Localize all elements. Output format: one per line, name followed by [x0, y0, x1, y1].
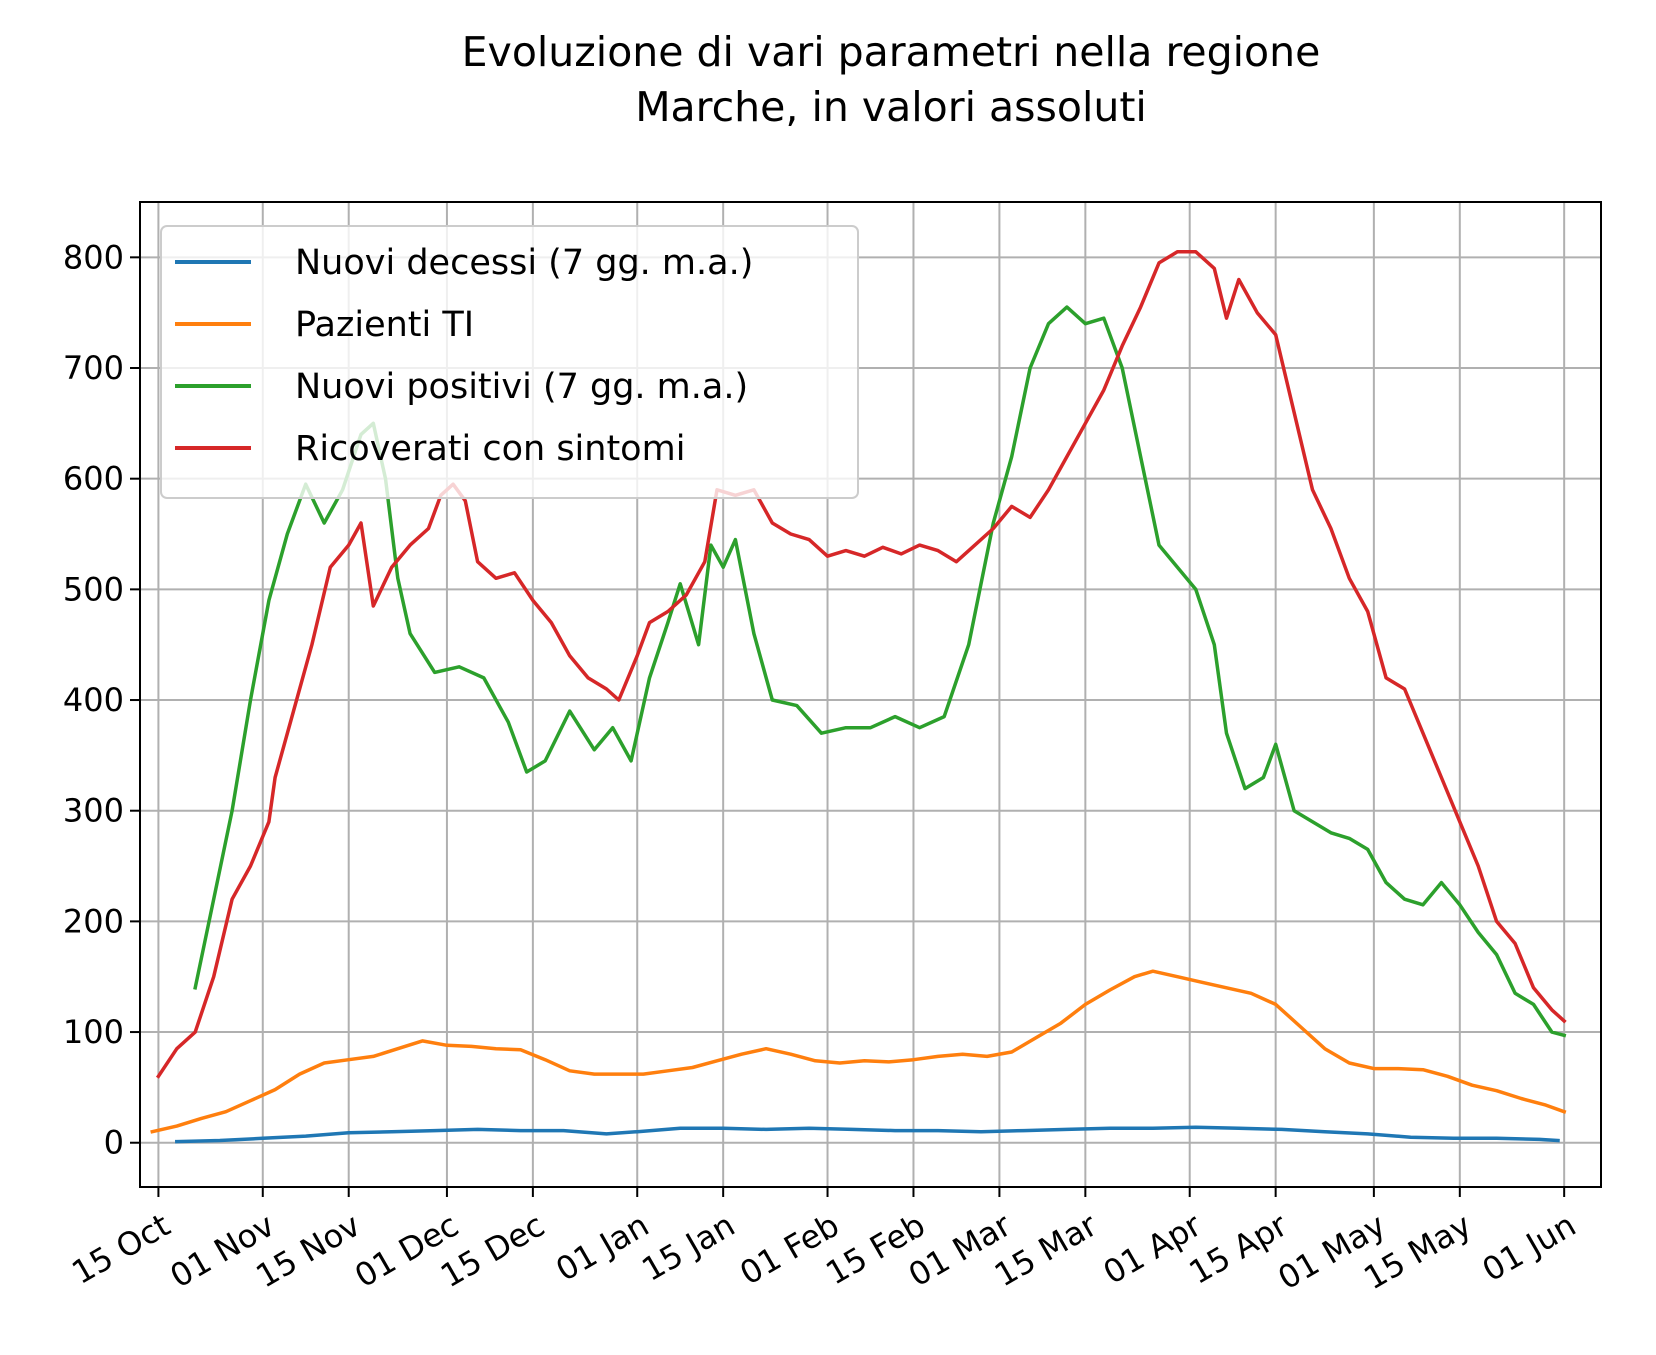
plot-lines	[150, 250, 1567, 1144]
y-tick-label: 800	[63, 238, 124, 276]
series-line-0	[175, 1125, 1560, 1144]
series-line-1	[150, 969, 1567, 1134]
axes-frame	[139, 201, 1602, 1188]
y-tick-label: 0	[104, 1124, 124, 1162]
series-line-3	[155, 250, 1567, 1079]
y-tick-label: 500	[63, 570, 124, 608]
y-tick-label: 200	[63, 902, 124, 940]
legend-label-0: Nuovi decessi (7 gg. m.a.)	[295, 243, 753, 283]
y-tick-label: 300	[63, 792, 124, 830]
legend: Nuovi decessi (7 gg. m.a.) Pazienti TI Nuo…	[160, 225, 859, 499]
y-tick-label: 600	[63, 460, 124, 498]
y-tick-label: 400	[63, 681, 124, 719]
y-tick-label: 100	[63, 1013, 124, 1051]
chart-title-line-1: Evoluzione di vari parametri nella regio…	[462, 28, 1321, 76]
legend-label-2: Nuovi positivi (7 gg. m.a.)	[295, 367, 748, 407]
legend-label-1: Pazienti TI	[295, 305, 474, 345]
series-line-2	[193, 305, 1567, 1038]
chart-title-line-2: Marche, in valori assoluti	[635, 83, 1147, 131]
legend-label-3: Ricoverati con sintomi	[295, 429, 685, 469]
chart-title: Evoluzione di vari parametri nella regio…	[462, 28, 1321, 131]
legend-box	[160, 225, 859, 499]
y-tick-label: 700	[63, 349, 124, 387]
